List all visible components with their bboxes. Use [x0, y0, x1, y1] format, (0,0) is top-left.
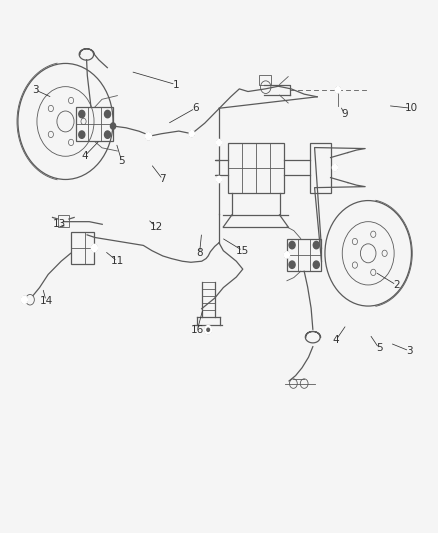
- Circle shape: [313, 261, 319, 269]
- Circle shape: [105, 110, 110, 118]
- Bar: [228, 142, 284, 192]
- Bar: [58, 215, 69, 227]
- Circle shape: [284, 252, 290, 258]
- Circle shape: [289, 241, 295, 249]
- Circle shape: [110, 123, 116, 129]
- Text: 10: 10: [405, 103, 418, 114]
- Circle shape: [207, 328, 209, 332]
- Text: 16: 16: [191, 325, 204, 335]
- Circle shape: [92, 244, 98, 252]
- Bar: [76, 107, 113, 141]
- Circle shape: [332, 165, 338, 171]
- Text: 3: 3: [32, 85, 39, 95]
- Text: 5: 5: [118, 156, 125, 166]
- Circle shape: [145, 133, 152, 140]
- Text: 15: 15: [236, 246, 249, 256]
- Text: 12: 12: [150, 222, 163, 232]
- Circle shape: [216, 140, 222, 146]
- Text: 2: 2: [393, 280, 399, 290]
- Text: 6: 6: [192, 103, 198, 114]
- Circle shape: [289, 261, 295, 269]
- Text: 11: 11: [111, 256, 124, 266]
- Text: 5: 5: [376, 343, 382, 353]
- Bar: [259, 75, 271, 85]
- Circle shape: [21, 296, 28, 303]
- Circle shape: [79, 131, 85, 139]
- Circle shape: [313, 241, 319, 249]
- Circle shape: [79, 110, 85, 118]
- Circle shape: [336, 87, 340, 93]
- Bar: [71, 232, 95, 264]
- Bar: [310, 142, 331, 192]
- Circle shape: [189, 131, 194, 137]
- Text: 4: 4: [332, 335, 339, 345]
- Text: 14: 14: [39, 296, 53, 306]
- Text: 7: 7: [159, 174, 166, 184]
- Text: 4: 4: [81, 151, 88, 161]
- Circle shape: [205, 326, 212, 334]
- Text: 9: 9: [341, 109, 348, 118]
- Circle shape: [105, 131, 110, 139]
- Text: 1: 1: [173, 79, 179, 90]
- Circle shape: [216, 176, 222, 183]
- Text: 3: 3: [406, 346, 413, 356]
- Bar: [287, 239, 321, 271]
- Text: 8: 8: [196, 248, 203, 259]
- Text: 13: 13: [53, 219, 66, 229]
